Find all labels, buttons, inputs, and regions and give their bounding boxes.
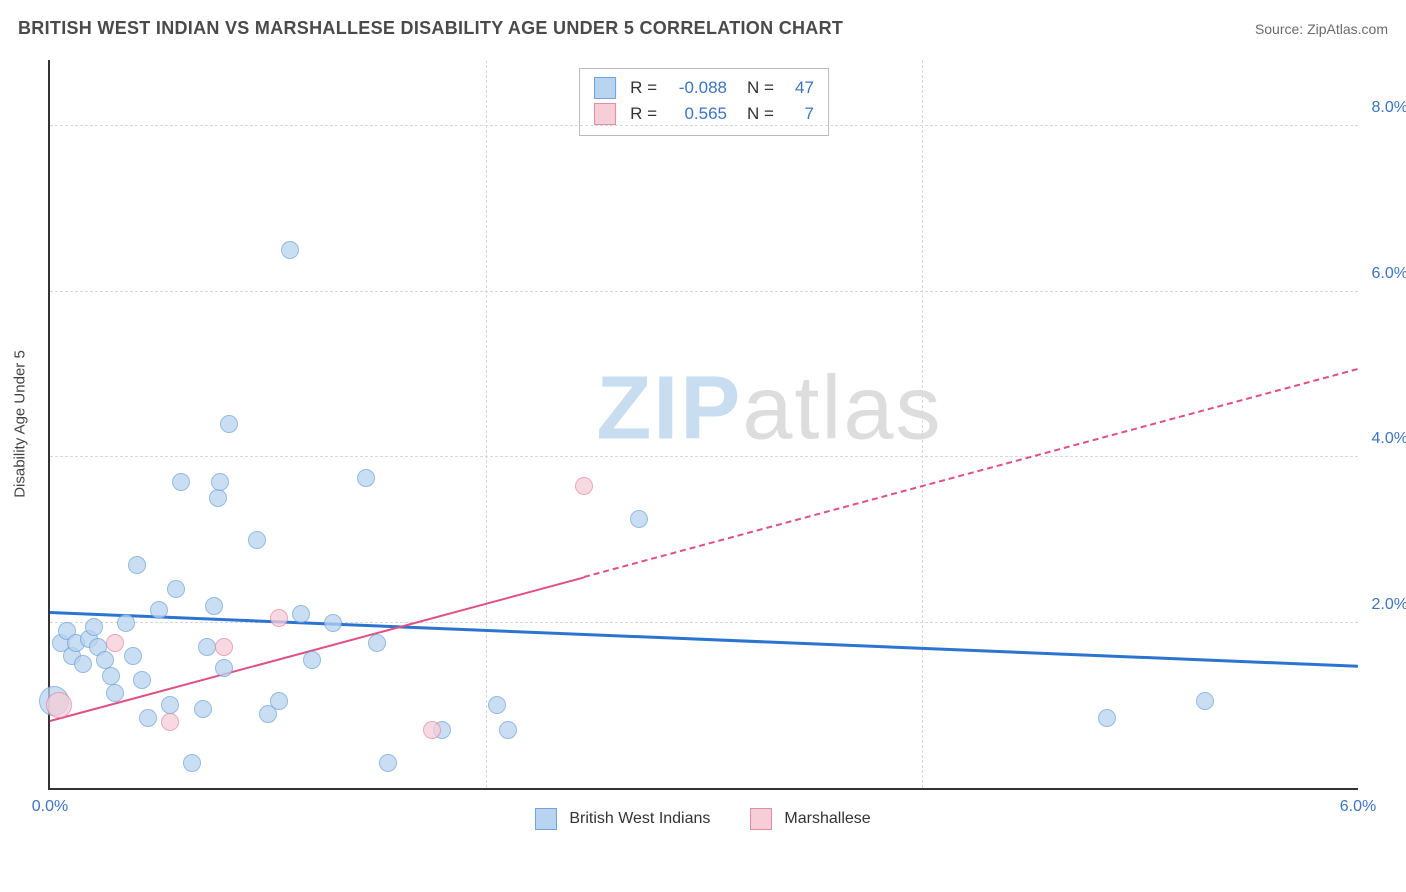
- data-point: [194, 700, 212, 718]
- corr-r-label: R =: [630, 78, 657, 98]
- ytick-label: 8.0%: [1372, 99, 1406, 117]
- correlation-row: R = 0.565 N = 7: [594, 101, 814, 127]
- data-point: [106, 634, 124, 652]
- data-point: [357, 469, 375, 487]
- ytick-label: 6.0%: [1372, 265, 1406, 283]
- data-point: [368, 634, 386, 652]
- plot-area: Disability Age Under 5 ZIPatlas R =-0.08…: [48, 60, 1358, 840]
- axes: Disability Age Under 5 ZIPatlas R =-0.08…: [48, 60, 1358, 790]
- chart-title: BRITISH WEST INDIAN VS MARSHALLESE DISAB…: [18, 18, 843, 39]
- gridline-v: [922, 60, 923, 788]
- data-point: [281, 241, 299, 259]
- legend-swatch: [535, 808, 557, 830]
- legend-label: British West Indians: [569, 810, 710, 828]
- data-point: [499, 721, 517, 739]
- y-axis-label: Disability Age Under 5: [12, 350, 29, 498]
- data-point: [488, 696, 506, 714]
- legend-swatch: [750, 808, 772, 830]
- data-point: [117, 614, 135, 632]
- series-swatch: [594, 103, 616, 125]
- trend-line: [50, 611, 1358, 668]
- data-point: [205, 597, 223, 615]
- data-point: [102, 667, 120, 685]
- watermark: ZIPatlas: [596, 358, 942, 461]
- chart-source: Source: ZipAtlas.com: [1255, 21, 1388, 37]
- data-point: [215, 659, 233, 677]
- data-point: [270, 609, 288, 627]
- data-point: [211, 473, 229, 491]
- data-point: [167, 580, 185, 598]
- data-point: [215, 638, 233, 656]
- data-point: [630, 510, 648, 528]
- legend-label: Marshallese: [784, 810, 870, 828]
- data-point: [270, 692, 288, 710]
- data-point: [139, 709, 157, 727]
- data-point: [575, 477, 593, 495]
- chart-header: BRITISH WEST INDIAN VS MARSHALLESE DISAB…: [18, 18, 1388, 39]
- data-point: [1098, 709, 1116, 727]
- corr-r-value: 0.565: [667, 104, 727, 124]
- legend-item: British West Indians: [535, 808, 710, 830]
- data-point: [303, 651, 321, 669]
- corr-r-value: -0.088: [667, 78, 727, 98]
- data-point: [150, 601, 168, 619]
- data-point: [183, 754, 201, 772]
- data-point: [198, 638, 216, 656]
- data-point: [106, 684, 124, 702]
- data-point: [248, 531, 266, 549]
- data-point: [133, 671, 151, 689]
- gridline-h: [50, 456, 1358, 457]
- corr-n-value: 47: [784, 78, 814, 98]
- data-point: [379, 754, 397, 772]
- data-point: [161, 696, 179, 714]
- trend-line: [584, 368, 1358, 578]
- data-point: [209, 489, 227, 507]
- corr-r-label: R =: [630, 104, 657, 124]
- legend-item: Marshallese: [750, 808, 870, 830]
- gridline-h: [50, 291, 1358, 292]
- gridline-v: [486, 60, 487, 788]
- data-point: [1196, 692, 1214, 710]
- watermark-atlas: atlas: [742, 359, 942, 459]
- data-point: [172, 473, 190, 491]
- data-point: [292, 605, 310, 623]
- data-point: [423, 721, 441, 739]
- data-point: [96, 651, 114, 669]
- series-swatch: [594, 77, 616, 99]
- gridline-h: [50, 125, 1358, 126]
- ytick-label: 4.0%: [1372, 430, 1406, 448]
- corr-n-label: N =: [747, 104, 774, 124]
- corr-n-label: N =: [747, 78, 774, 98]
- correlation-row: R = -0.088 N = 47: [594, 75, 814, 101]
- data-point: [128, 556, 146, 574]
- data-point: [161, 713, 179, 731]
- data-point: [324, 614, 342, 632]
- data-point: [74, 655, 92, 673]
- ytick-label: 2.0%: [1372, 596, 1406, 614]
- data-point: [124, 647, 142, 665]
- x-legend: British West Indians Marshallese: [48, 808, 1358, 830]
- data-point: [220, 415, 238, 433]
- watermark-zip: ZIP: [596, 359, 742, 459]
- data-point: [85, 618, 103, 636]
- corr-n-value: 7: [784, 104, 814, 124]
- data-point: [46, 692, 72, 718]
